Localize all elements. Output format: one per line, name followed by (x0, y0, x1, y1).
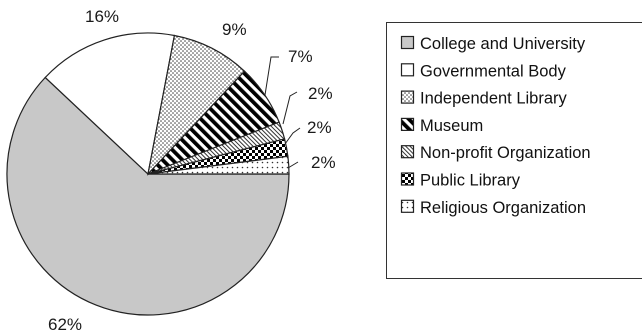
legend-label-independent-library: Independent Library (420, 90, 568, 108)
legend-swatch-governmental-body (400, 63, 415, 77)
pct-label-governmental-body: 16% (85, 7, 119, 26)
pie-labels: 62% 16% 9% 7% 2% 2% 2% (48, 7, 336, 334)
legend-label-non-profit-organization: Non-profit Organization (420, 144, 591, 162)
legend-swatch-museum (400, 117, 415, 132)
leader-line-public-library (284, 127, 301, 145)
pie-slice-governmental-body (44, 32, 176, 176)
legend-label-public-library: Public Library (420, 172, 521, 190)
leader-line-non-profit-organization (282, 91, 298, 125)
legend-label-governmental-body: Governmental Body (420, 62, 567, 80)
legend-label-college-and-university: College and University (420, 35, 586, 53)
pct-label-independent-library: 9% (222, 20, 247, 39)
pie-slices (6, 32, 290, 316)
pct-label-museum: 7% (288, 47, 313, 66)
pie-slice-college-and-university (6, 76, 290, 316)
pie-slice-religious-organization (147, 155, 290, 175)
pct-label-non-profit-organization: 2% (308, 84, 333, 103)
legend-swatch-non-profit-organization (400, 145, 415, 159)
legend-swatch-college-and-university (400, 35, 415, 50)
pct-label-college-and-university: 62% (48, 315, 82, 334)
leader-line-museum (264, 56, 279, 96)
legend-label-museum: Museum (420, 117, 483, 135)
legend: College and University Governmental Body I… (386, 22, 642, 279)
legend-swatch-public-library (400, 172, 415, 186)
legend-box (386, 22, 642, 279)
legend-swatch-independent-library (400, 90, 415, 104)
pie-slice-independent-library (147, 34, 246, 176)
pct-label-religious-organization: 2% (311, 153, 336, 172)
legend-swatch-religious-organization (400, 199, 415, 213)
leader-line-religious-organization (287, 161, 299, 169)
pct-label-public-library: 2% (307, 118, 332, 137)
legend-label-religious-organization: Religious Organization (420, 199, 586, 217)
